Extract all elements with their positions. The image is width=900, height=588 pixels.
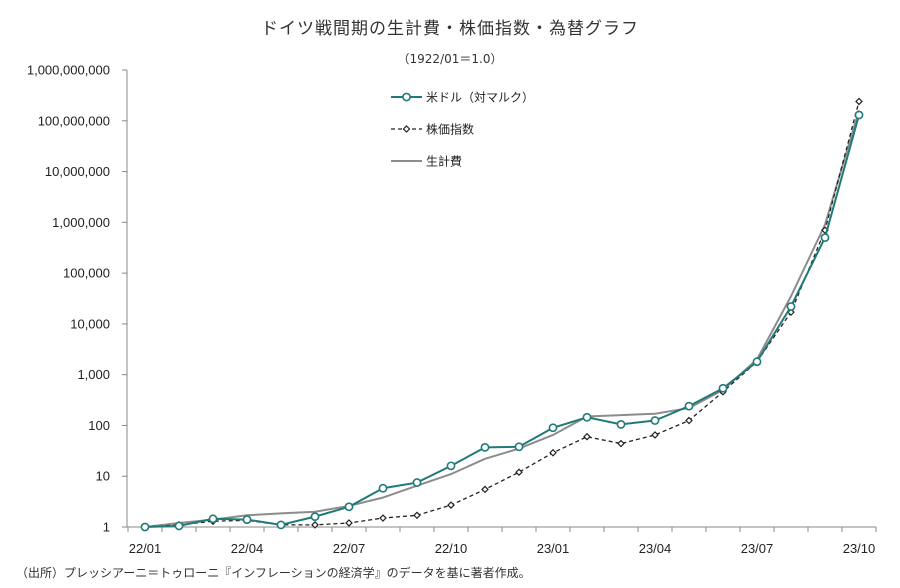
legend-label-1: 株価指数: [426, 122, 474, 137]
data-point-usd: [684, 401, 694, 411]
data-point-usd: [548, 423, 558, 433]
data-point-usd: [582, 412, 592, 422]
chart-subtitle: （1922/01＝1.0）: [397, 52, 503, 66]
legend-marker-circle: [402, 92, 411, 102]
data-point-usd: [514, 442, 524, 452]
data-point-usd: [310, 512, 320, 522]
series-lines: [140, 97, 864, 532]
y-tick-label: 100,000,000: [38, 113, 110, 128]
data-point-usd: [650, 416, 660, 425]
legend-label-2: 生計費: [426, 154, 462, 169]
y-tick-label: 1,000,000,000: [27, 63, 110, 78]
legend-marker-diamond: [402, 125, 411, 133]
data-point-usd: [718, 383, 728, 393]
x-tick-label: 23/10: [843, 541, 876, 556]
x-tick-label: 22/07: [333, 541, 366, 556]
x-tick-label: 22/01: [129, 541, 162, 556]
data-point-usd: [752, 357, 762, 367]
x-tick-label: 22/04: [231, 541, 264, 556]
data-point-usd: [378, 483, 388, 493]
y-tick-label: 100: [88, 418, 110, 433]
data-point-stock: [345, 519, 353, 527]
y-tick-label: 1: [103, 520, 110, 535]
data-point-stock: [311, 521, 319, 529]
chart-title: ドイツ戦間期の生計費・株価指数・為替グラフ: [261, 19, 639, 39]
data-point-stock: [481, 485, 489, 494]
data-point-usd: [276, 520, 286, 530]
x-tick-label: 23/01: [537, 541, 570, 556]
data-point-stock: [651, 431, 659, 439]
data-point-usd: [412, 478, 422, 487]
data-point-stock: [583, 432, 591, 441]
y-tick-label: 10,000: [70, 316, 110, 331]
data-point-stock: [617, 439, 625, 448]
y-tick-label: 1,000: [77, 367, 110, 382]
data-point-usd: [174, 521, 184, 531]
data-point-usd: [480, 442, 490, 452]
data-point-usd: [242, 515, 252, 524]
data-point-stock: [855, 97, 863, 106]
series-line-1: [144, 101, 860, 528]
data-point-usd: [854, 110, 864, 120]
source-note: （出所）プレッシアーニ＝トゥローニ『インフレーションの経済学』のデータを基に著者…: [16, 566, 531, 580]
data-point-usd: [616, 419, 626, 429]
y-tick-label: 10,000,000: [45, 164, 110, 179]
legend-label-0: 米ドル（対マルク）: [426, 91, 534, 105]
series-line-0: [144, 114, 860, 528]
data-point-usd: [786, 302, 796, 311]
data-point-usd: [344, 502, 354, 512]
data-point-stock: [515, 468, 523, 477]
x-tick-label: 22/10: [435, 541, 468, 556]
data-point-stock: [549, 448, 557, 457]
data-point-stock: [413, 511, 421, 520]
data-point-stock: [379, 514, 387, 522]
data-point-stock: [447, 501, 455, 509]
x-tick-label: 23/04: [639, 541, 672, 556]
y-tick-label: 10: [96, 469, 110, 484]
series-line-2: [144, 110, 860, 528]
data-point-usd: [446, 461, 456, 471]
axes: 1 10 100 1,000 10,000 100,000 1,000,000 10,000,…: [27, 63, 877, 556]
data-point-usd: [140, 522, 150, 532]
data-point-usd: [820, 233, 830, 243]
data-point-usd: [208, 514, 218, 524]
data-point-stock: [685, 416, 693, 425]
y-tick-label: 100,000: [63, 266, 110, 281]
y-tick-label: 1,000,000: [52, 215, 110, 230]
x-tick-label: 23/07: [741, 541, 774, 556]
